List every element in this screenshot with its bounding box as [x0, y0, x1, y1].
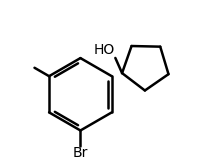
Text: HO: HO — [93, 43, 114, 57]
Text: Br: Br — [73, 147, 88, 161]
